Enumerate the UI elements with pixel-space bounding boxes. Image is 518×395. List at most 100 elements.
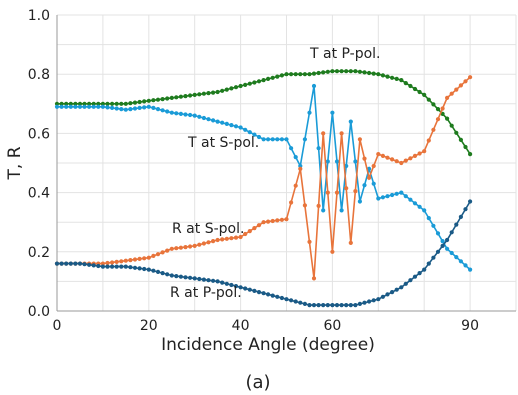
data-point [68,104,73,109]
data-point [458,137,463,142]
data-point [114,106,119,111]
x-tick-label: 40 [232,318,250,334]
data-point [165,248,170,253]
data-point [165,109,170,114]
data-point [229,123,234,128]
data-point [238,83,243,89]
data-point [307,110,312,115]
data-point [385,74,390,79]
y-tick-label: 0.4 [28,186,50,202]
data-point [100,264,105,269]
data-point [468,267,473,272]
data-point [59,261,64,266]
data-point [243,82,248,87]
tick-labels: 0 20 40 60 90 0.0 0.2 0.4 0.6 0.8 1.0 [28,8,479,334]
data-point [128,107,133,112]
data-point [445,95,450,100]
data-point [316,203,321,208]
data-point [82,104,87,109]
data-point [252,288,257,293]
data-point [73,101,78,106]
data-point [137,99,142,105]
data-point [146,98,151,103]
data-point [275,294,280,299]
data-point [54,101,60,106]
data-point [339,303,344,308]
data-point [59,101,64,106]
data-point [252,132,257,137]
data-point [105,264,110,269]
data-point [128,101,133,106]
data-point [293,72,298,77]
data-point [321,208,326,213]
data-point [376,297,381,302]
data-point [408,197,413,202]
series-0 [54,69,473,157]
data-point [293,299,298,304]
data-point [339,69,344,74]
data-point [380,153,385,158]
data-point [68,261,73,266]
data-point [454,222,459,227]
series-line [57,76,471,279]
data-point [348,69,353,74]
data-point [100,104,105,109]
data-point [256,223,262,228]
data-point [105,101,110,106]
data-point [298,300,303,305]
data-point [284,72,289,77]
data-point [270,293,275,298]
data-point [445,246,450,251]
data-point [100,261,105,266]
data-point [279,295,284,301]
data-point [334,69,340,74]
data-point [82,101,87,106]
data-point [233,124,239,129]
data-point [403,281,408,286]
data-point [440,239,445,244]
data-point [334,159,340,164]
data-point [298,166,303,171]
data-point [197,92,202,97]
data-point [73,261,78,266]
data-point [458,214,463,219]
data-point [454,130,459,135]
data-point [362,183,367,188]
x-tick-label: 20 [140,318,158,334]
data-point [362,70,367,75]
data-point [307,303,312,308]
data-point [339,208,344,213]
data-point [137,256,142,261]
data-point [311,83,317,89]
data-point [289,298,294,303]
series-label-t-s: T at S-pol. [187,135,259,151]
series-2 [54,75,473,281]
data-point [385,194,390,199]
data-point [178,111,183,116]
data-point [367,70,372,76]
data-point [266,76,271,81]
data-point [82,262,87,267]
data-point [192,92,197,97]
data-point [302,137,307,142]
data-point [243,286,248,291]
data-point [183,94,188,99]
data-point [123,107,128,112]
data-point [367,166,372,171]
data-point [197,276,202,282]
data-point [192,276,197,281]
data-point [183,245,188,250]
data-point [261,78,266,83]
data-point [293,155,298,160]
data-point [385,292,390,297]
data-point [119,264,124,269]
data-point [417,204,422,209]
data-point [238,285,243,290]
data-point [165,272,170,277]
data-point [412,274,418,279]
data-point [132,100,138,105]
data-point [215,89,220,95]
data-point [243,127,248,132]
data-point [59,104,64,109]
data-point [261,137,266,142]
